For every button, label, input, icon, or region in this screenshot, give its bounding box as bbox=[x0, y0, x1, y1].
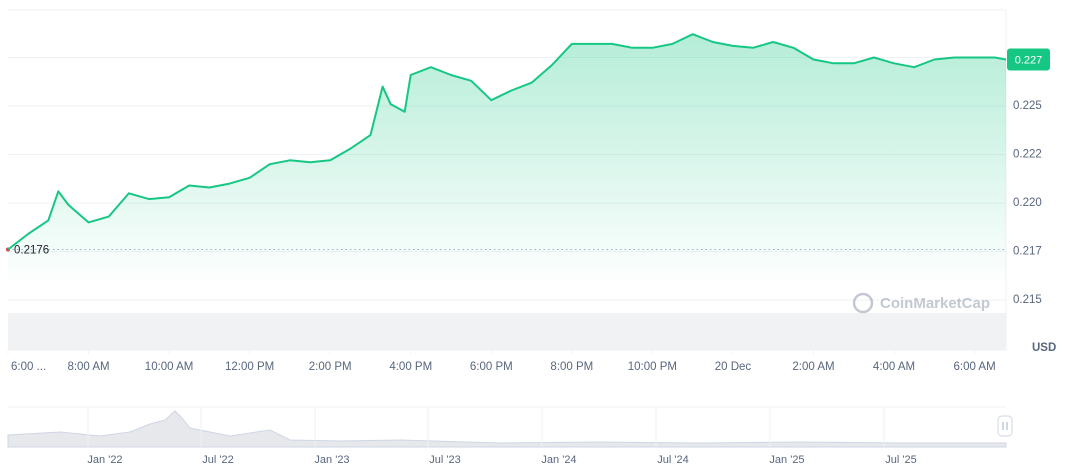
x-tick-label: 4:00 AM bbox=[873, 361, 915, 373]
navigator-label: Jul '25 bbox=[885, 454, 916, 466]
y-tick-label: 0.225 bbox=[1013, 100, 1042, 112]
navigator-label: Jan '22 bbox=[87, 454, 122, 466]
navigator-label: Jan '25 bbox=[769, 454, 804, 466]
navigator-labels: Jan '22 Jul '22 Jan '23 Jul '23 Jan '24 Jul '… bbox=[87, 407, 917, 466]
x-tick-label: 10:00 PM bbox=[628, 361, 677, 373]
watermark-text: CoinMarketCap bbox=[880, 295, 990, 312]
area-fill bbox=[8, 34, 1006, 350]
y-tick-label: 0.215 bbox=[1013, 294, 1042, 306]
navigator: Jan '22 Jul '22 Jan '23 Jul '23 Jan '24 Jul '… bbox=[7, 406, 1013, 466]
x-tick-label: 8:00 AM bbox=[67, 361, 109, 373]
navigator-label: Jan '24 bbox=[541, 454, 576, 466]
y-tick-label: 0.222 bbox=[1013, 149, 1042, 161]
watermark: CoinMarketCap bbox=[852, 292, 990, 314]
current-price-tag bbox=[1007, 48, 1050, 71]
x-tick-label: 20 Dec bbox=[715, 361, 752, 373]
x-tick-label: 10:00 AM bbox=[145, 361, 194, 373]
x-tick-label: 6:00 PM bbox=[470, 361, 513, 373]
navigator-label: Jan '23 bbox=[314, 454, 349, 466]
x-tick-label: 2:00 AM bbox=[792, 361, 834, 373]
navigator-handle[interactable] bbox=[997, 415, 1013, 437]
axis-layer: 0.215 0.217 0.220 0.222 0.225 0.227 6:00 ... 8:… bbox=[7, 48, 1050, 373]
x-tick-label: 6:00 AM bbox=[953, 361, 995, 373]
data-layer bbox=[6, 33, 1007, 350]
x-tick-label: 6:00 ... bbox=[11, 361, 46, 373]
navigator-area bbox=[7, 410, 1007, 448]
x-tick-label: 2:00 PM bbox=[309, 361, 352, 373]
navigator-label: Jul '23 bbox=[429, 454, 460, 466]
x-tick-label: 12:00 PM bbox=[225, 361, 274, 373]
price-line bbox=[7, 33, 1007, 251]
x-tick-label: 4:00 PM bbox=[389, 361, 432, 373]
y-tick-label: 0.220 bbox=[1013, 197, 1042, 209]
navigator-label: Jul '22 bbox=[202, 454, 233, 466]
x-tick-label: 8:00 PM bbox=[550, 361, 593, 373]
current-price-label: 0.227 bbox=[1015, 54, 1043, 66]
navigator-label: Jul '24 bbox=[657, 454, 688, 466]
y-tick-label: 0.217 bbox=[1013, 246, 1042, 258]
open-price-label: 0.2176 bbox=[14, 245, 49, 257]
y-unit: USD bbox=[1032, 342, 1056, 354]
